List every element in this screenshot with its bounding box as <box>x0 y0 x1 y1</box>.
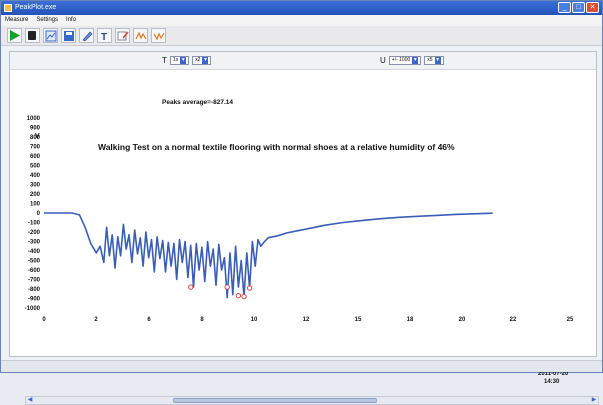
scroll-thumb[interactable] <box>173 398 377 403</box>
paint-icon <box>82 31 92 41</box>
minimize-button[interactable]: _ <box>558 2 571 13</box>
wave-button[interactable] <box>151 28 166 43</box>
peak-button[interactable] <box>133 28 148 43</box>
y-axis-unit: V <box>35 133 40 140</box>
y-tick-label: -100 <box>28 221 41 227</box>
x-tick-label: 8 <box>200 317 204 323</box>
time-scale-value: x2 <box>195 57 201 63</box>
time-value: 1s <box>172 57 179 63</box>
app-icon <box>4 4 12 12</box>
y-tick-label: 800 <box>30 135 41 141</box>
paint-button[interactable] <box>79 28 94 43</box>
window-title: PeakPlot.exe <box>15 4 57 11</box>
chevron-down-icon: ▼ <box>180 57 187 64</box>
x-tick-label: 18 <box>407 317 414 323</box>
x-tick-label: 6 <box>147 317 151 323</box>
y-tick-label: 400 <box>30 173 41 179</box>
peaks-average: Peaks average=-827.14 <box>162 99 234 106</box>
voltage-select[interactable]: +/- 1000 ▼ <box>388 56 422 65</box>
y-tick-label: 1000 <box>27 116 41 122</box>
text-icon: T <box>101 32 107 42</box>
chart-plot: 10009008007006005004003002001000-100-200… <box>25 116 574 323</box>
y-tick-label: 500 <box>30 164 41 170</box>
scroll-left-icon[interactable]: ◀ <box>27 397 33 403</box>
edit-button[interactable] <box>115 28 130 43</box>
y-tick-label: -700 <box>28 278 41 284</box>
y-tick-label: -900 <box>28 297 41 303</box>
y-tick-label: 600 <box>30 154 41 160</box>
close-button[interactable]: ✕ <box>586 2 599 13</box>
date-stamp: 2011-07-20 14:30 <box>538 370 568 386</box>
peak-marker <box>241 293 247 300</box>
peak-marker <box>188 284 194 290</box>
time-label: T <box>162 56 167 65</box>
play-button[interactable] <box>7 28 22 43</box>
wave-icon <box>152 32 165 40</box>
open-chart-button[interactable] <box>43 28 58 43</box>
voltage-label: U <box>380 56 386 65</box>
voltage-value: +/- 1000 <box>391 57 411 63</box>
toolbar: T <box>1 26 602 46</box>
y-tick-label: -400 <box>28 249 41 255</box>
menu-measure[interactable]: Measure <box>5 17 29 23</box>
edit-icon <box>117 31 129 40</box>
stop-button[interactable] <box>25 28 40 43</box>
voltage-scale-value: x5 <box>427 57 433 63</box>
chart-panel: T 1s ▼ x2 ▼ U +/- 1000 ▼ x5 ▼ 1000 900 800 700 6… <box>9 51 599 405</box>
text-button[interactable]: T <box>97 28 112 43</box>
stop-icon <box>28 31 36 40</box>
peak-marker <box>224 284 230 290</box>
chevron-down-icon: ▼ <box>202 57 209 64</box>
y-tick-label: -600 <box>28 268 41 274</box>
y-tick-label: -800 <box>28 287 41 293</box>
x-tick-label: 20 <box>459 317 466 323</box>
chevron-down-icon: ▼ <box>412 57 419 64</box>
peak-marker <box>246 285 253 291</box>
y-tick-label: -300 <box>28 240 41 246</box>
open-chart-icon <box>45 30 56 41</box>
scroll-right-icon[interactable]: ▶ <box>591 397 597 403</box>
play-icon <box>10 30 20 41</box>
title-bar: PeakPlot.exe _ □ ✕ <box>1 1 602 15</box>
y-tick-label: -500 <box>28 259 41 265</box>
y-tick-label: -200 <box>28 230 41 236</box>
voltage-control: U +/- 1000 ▼ x5 ▼ <box>380 56 444 65</box>
x-tick-label: 15 <box>355 317 362 323</box>
x-tick-label: 0 <box>42 317 46 323</box>
x-tick-label: 12 <box>303 317 310 323</box>
svg-text:T: T <box>101 32 107 42</box>
x-tick-label: 25 <box>567 317 574 323</box>
maximize-button[interactable]: □ <box>572 2 585 13</box>
time-select[interactable]: 1s ▼ <box>169 56 190 65</box>
menu-settings[interactable]: Settings <box>36 17 59 23</box>
menu-bar: Measure Settings Info <box>1 15 602 26</box>
chevron-down-icon: ▼ <box>434 57 441 64</box>
chart-title: Walking Test on a normal textile floorin… <box>98 142 455 152</box>
control-row: T 1s ▼ x2 ▼ U +/- 1000 ▼ x5 ▼ <box>10 52 596 70</box>
save-icon <box>63 30 74 41</box>
y-tick-label: 300 <box>30 183 41 189</box>
peak-icon <box>134 31 147 39</box>
y-tick-label: 700 <box>30 145 41 151</box>
x-tick-label: 22 <box>510 317 517 323</box>
peak-marker <box>235 292 242 299</box>
menu-info[interactable]: Info <box>66 17 77 23</box>
save-button[interactable] <box>61 28 76 43</box>
time-control: T 1s ▼ x2 ▼ <box>162 56 212 65</box>
voltage-scale-select[interactable]: x5 ▼ <box>424 56 444 65</box>
y-tick-label: 100 <box>30 202 41 208</box>
time-text: 14:30 <box>544 379 560 385</box>
status-bar <box>1 360 602 372</box>
y-tick-label: 200 <box>30 192 41 198</box>
y-tick-label: 0 <box>37 211 41 217</box>
y-tick-label: 900 <box>30 126 41 132</box>
y-tick-label: -1000 <box>25 306 41 312</box>
voltage-series-line <box>44 212 493 299</box>
horizontal-scrollbar[interactable]: ◀ ▶ <box>25 396 599 405</box>
x-tick-label: 10 <box>251 317 258 323</box>
x-tick-label: 2 <box>94 317 98 323</box>
time-scale-select[interactable]: x2 ▼ <box>192 56 212 65</box>
